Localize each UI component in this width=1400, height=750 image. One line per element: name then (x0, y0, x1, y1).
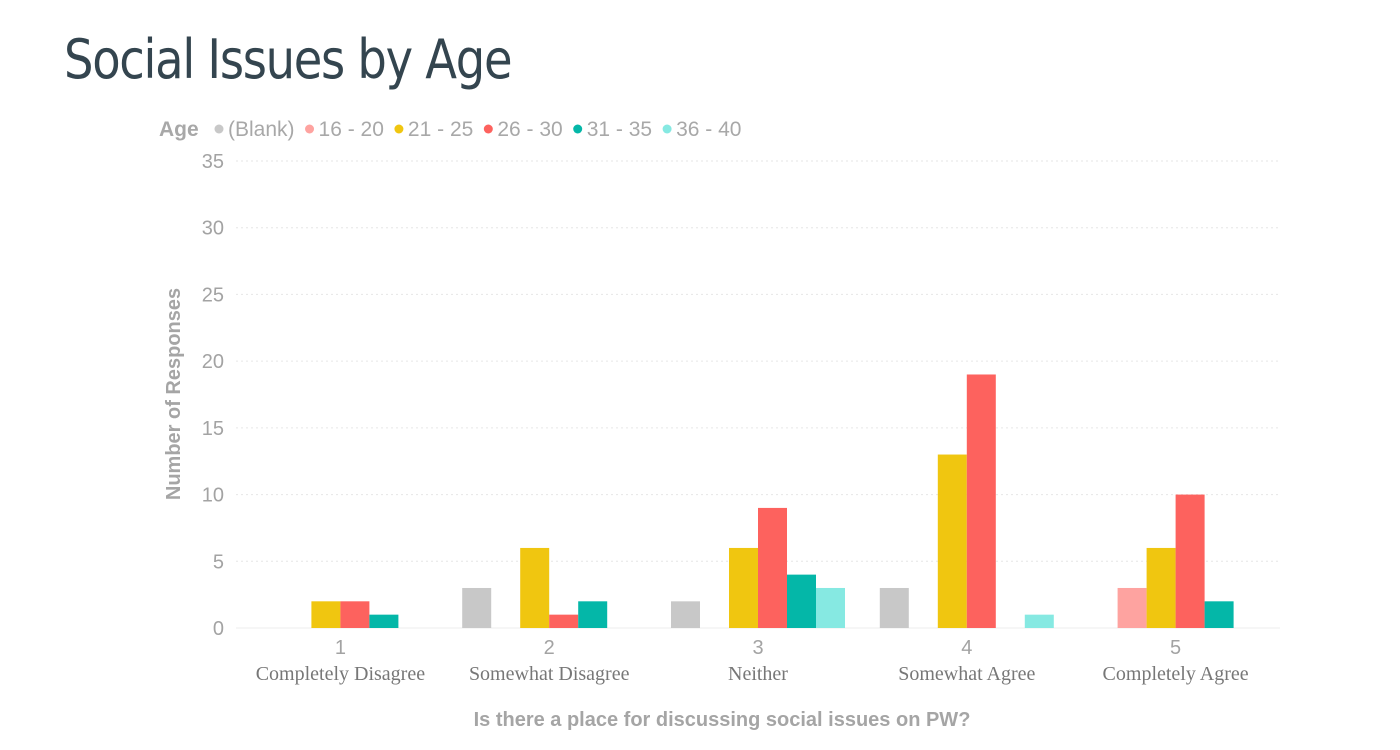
y-axis-ticks: 0 5 10 15 20 25 30 35 (202, 151, 224, 640)
y-tick-label: 35 (202, 151, 224, 173)
y-tick-label: 15 (202, 418, 224, 440)
x-tick-number: 1 (335, 637, 346, 659)
legend-label-0: (Blank) (228, 118, 295, 141)
y-tick-label: 30 (202, 218, 224, 240)
legend-label-3: 26 - 30 (497, 118, 562, 141)
x-tick-label: Completely Disagree (256, 663, 426, 685)
bar-4-2 (937, 454, 967, 628)
legend-marker-1 (305, 124, 315, 134)
y-tick-label: 10 (202, 485, 224, 507)
bar-1-4 (369, 614, 399, 628)
y-tick-label: 0 (213, 618, 224, 640)
bars (311, 374, 1234, 628)
y-tick-label: 5 (213, 551, 224, 573)
x-tick-label: Completely Agree (1103, 663, 1249, 685)
x-tick-number: 2 (544, 637, 555, 659)
bar-2-3 (549, 614, 579, 628)
page-title: Social Issues by Age (64, 28, 513, 91)
legend-label-2: 21 - 25 (408, 118, 473, 141)
x-axis-label: Is there a place for discussing social i… (474, 709, 971, 731)
legend-label-5: 36 - 40 (676, 118, 741, 141)
bar-1-3 (340, 601, 370, 628)
y-axis-label: Number of Responses (163, 288, 185, 500)
legend-marker-5 (662, 124, 672, 134)
y-tick-label: 20 (202, 351, 224, 373)
x-tick-number: 3 (752, 637, 763, 659)
x-tick-number: 5 (1170, 637, 1181, 659)
bar-4-3 (966, 374, 996, 628)
bar-5-1 (1117, 587, 1147, 628)
bar-3-5 (816, 587, 845, 628)
bar-5-3 (1175, 494, 1205, 628)
bar-5-4 (1204, 601, 1234, 628)
bar-3-0 (671, 601, 700, 628)
bar-3-3 (758, 507, 787, 628)
x-tick-label: Neither (728, 663, 788, 685)
x-tick-number: 4 (961, 637, 972, 659)
legend: Age (Blank) 16 - 20 21 - 25 26 - 30 31 - 35 3… (159, 118, 741, 141)
x-tick-label: Somewhat Disagree (469, 663, 630, 685)
x-tick-label: Somewhat Agree (898, 663, 1035, 685)
bar-1-2 (311, 601, 341, 628)
bar-4-5 (1024, 614, 1054, 628)
bar-2-0 (462, 587, 492, 628)
legend-title: Age (159, 118, 199, 141)
legend-label-1: 16 - 20 (319, 118, 384, 141)
bar-5-2 (1146, 547, 1176, 628)
bar-2-4 (578, 601, 608, 628)
legend-marker-4 (573, 124, 583, 134)
x-axis-ticks: 1 Completely Disagree 2 Somewhat Disagree 3 N… (256, 637, 1249, 685)
legend-marker-0 (214, 124, 224, 134)
bar-3-2 (729, 547, 758, 628)
bar-3-4 (787, 574, 816, 628)
y-tick-label: 25 (202, 284, 224, 306)
legend-label-4: 31 - 35 (587, 118, 652, 141)
legend-marker-2 (394, 124, 404, 134)
bar-4-0 (879, 587, 909, 628)
bar-2-2 (520, 547, 550, 628)
legend-marker-3 (483, 124, 493, 134)
